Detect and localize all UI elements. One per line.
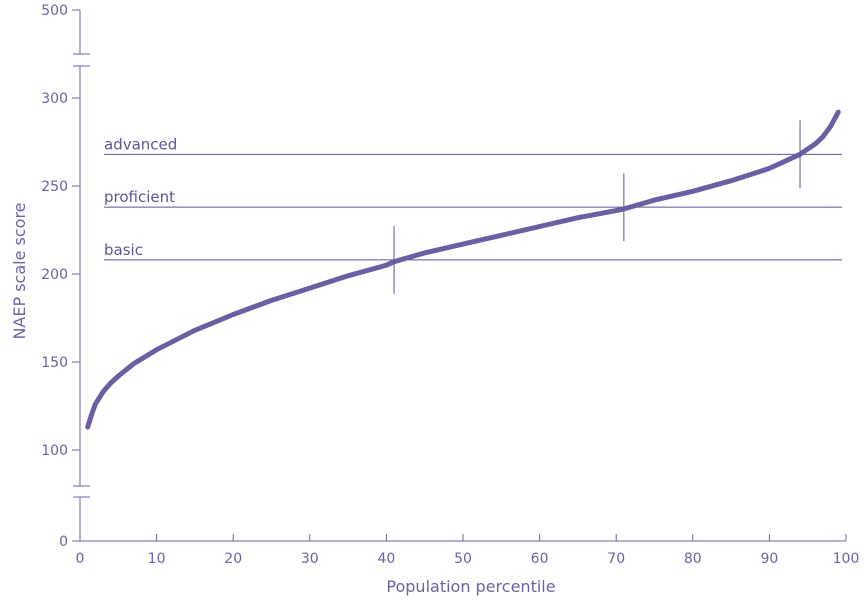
- x-axis-title: Population percentile: [386, 577, 555, 596]
- x-tick-label: 20: [224, 551, 242, 567]
- level-markers: [393, 120, 801, 294]
- y-axis: [73, 10, 90, 541]
- y-tick-label: 200: [41, 267, 68, 283]
- y-tick-label: 150: [41, 355, 68, 371]
- y-ticks: 0 100 150 200 250 300 500: [41, 3, 80, 550]
- y-tick-label: 500: [41, 3, 68, 19]
- x-tick-label: 0: [76, 551, 85, 567]
- x-tick-label: 80: [684, 551, 702, 567]
- level-label-proficient: proficient: [104, 188, 175, 206]
- y-tick-label: 0: [59, 534, 68, 550]
- x-tick-label: 10: [148, 551, 166, 567]
- x-tick-label: 30: [301, 551, 319, 567]
- x-tick-label: 40: [377, 551, 395, 567]
- level-label-advanced: advanced: [104, 135, 177, 153]
- y-tick-label: 100: [41, 443, 68, 459]
- x-tick-label: 50: [454, 551, 472, 567]
- x-tick-label: 90: [760, 551, 778, 567]
- x-tick-label: 60: [531, 551, 549, 567]
- y-tick-label: 250: [41, 179, 68, 195]
- achievement-levels: advanced proficient basic: [104, 135, 842, 261]
- x-ticks: 0 10 20 30 40 50 60 70 80 90 100: [76, 534, 860, 567]
- x-tick-label: 100: [833, 551, 860, 567]
- y-tick-label: 300: [41, 91, 68, 107]
- score-curve: [85, 109, 841, 430]
- x-tick-label: 70: [607, 551, 625, 567]
- y-axis-title: NAEP scale score: [10, 202, 29, 339]
- level-label-basic: basic: [104, 241, 143, 259]
